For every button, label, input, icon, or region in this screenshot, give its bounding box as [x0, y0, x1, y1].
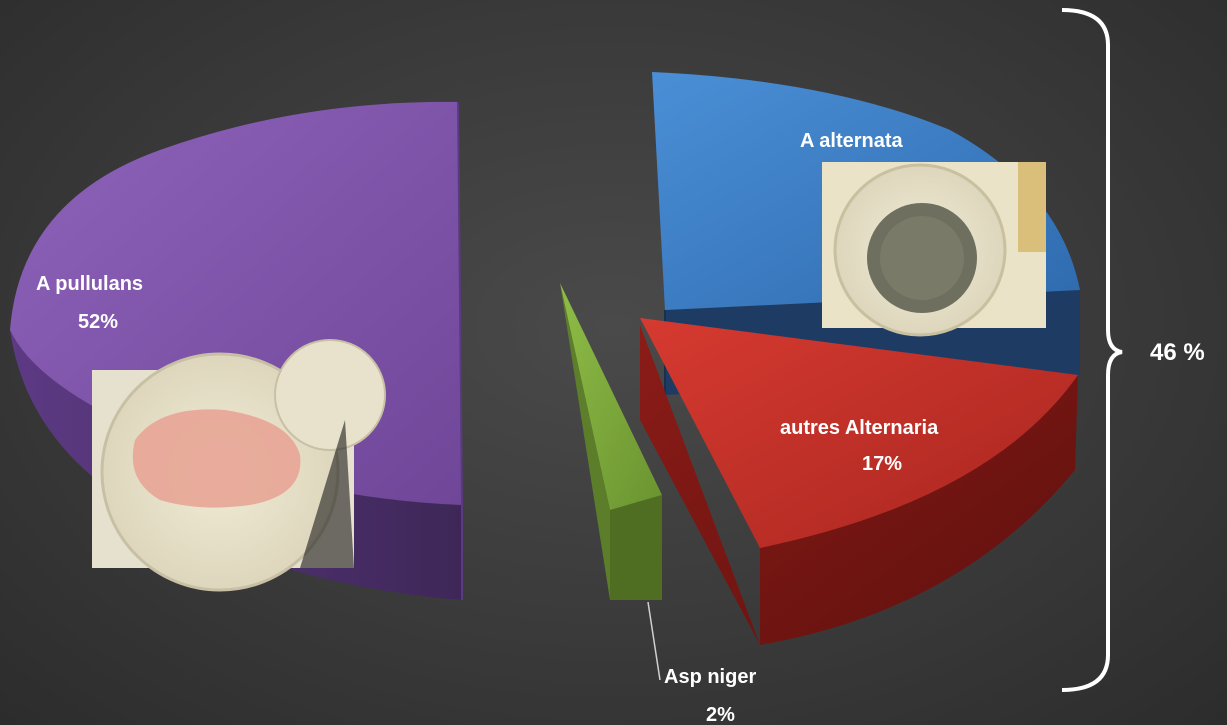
label-a-alternata: A alternata [800, 130, 904, 152]
bracket-label: 46 % [1150, 339, 1205, 366]
slice-autres-alternaria-top [640, 318, 1078, 548]
label-autres-alternaria: autres Alternaria [780, 417, 939, 439]
slice-autres-alternaria [640, 318, 1078, 645]
value-a-pullulans: 52% [78, 311, 118, 333]
photo-a-pullulans [92, 339, 386, 592]
slice-autres-alternaria-side [640, 325, 1078, 645]
bracket [1061, 8, 1123, 692]
asp-niger-leader-line [647, 601, 661, 681]
slice-asp-niger-side [610, 495, 662, 600]
value-autres-alternaria: 17% [862, 453, 902, 475]
label-asp-niger: Asp niger [664, 666, 756, 688]
slice-asp-niger [560, 283, 662, 600]
photo-a-alternata [822, 162, 1046, 337]
label-a-pullulans: A pullulans [36, 273, 143, 295]
slice-asp-niger-top [560, 283, 662, 510]
value-asp-niger: 2% [706, 704, 735, 725]
